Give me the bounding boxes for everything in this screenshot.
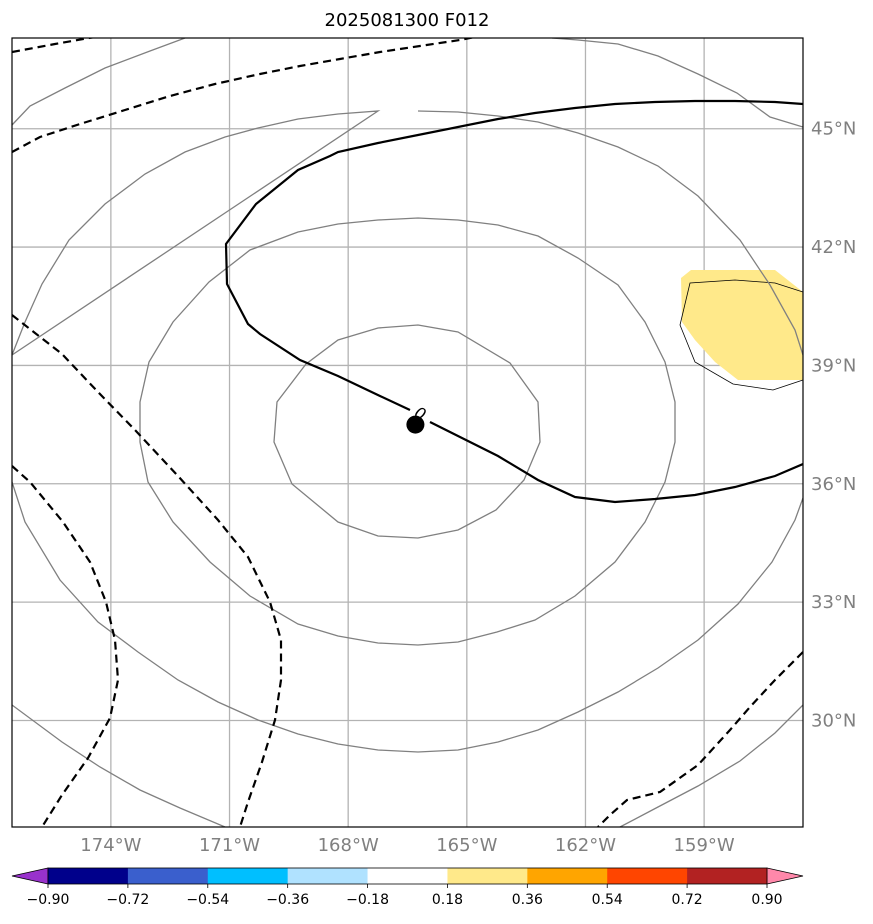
dashed-contour bbox=[12, 38, 96, 54]
colorbar-segment bbox=[48, 868, 129, 884]
colorbar-tick-label: 0.90 bbox=[751, 892, 782, 908]
dashed-contours bbox=[12, 38, 803, 827]
lon-tick-label: 174°W bbox=[80, 835, 141, 856]
lon-tick-label: 171°W bbox=[199, 835, 260, 856]
dashed-contour bbox=[12, 465, 120, 827]
lon-tick-label: 165°W bbox=[436, 835, 497, 856]
map-background bbox=[12, 38, 803, 827]
lat-tick-label: 42°N bbox=[811, 237, 856, 258]
colorbar-tick-label: −0.18 bbox=[346, 892, 389, 908]
colorbar-segment bbox=[607, 868, 688, 884]
colorbar-segment bbox=[527, 868, 608, 884]
gray-contour bbox=[273, 324, 541, 539]
center-marker bbox=[406, 415, 425, 434]
colorbar-tick-label: −0.72 bbox=[106, 892, 149, 908]
lat-tick-label: 36°N bbox=[811, 474, 856, 495]
colorbar-segment bbox=[287, 868, 369, 884]
map-frame bbox=[11, 37, 804, 828]
colorbar-segment bbox=[447, 868, 528, 884]
gridlines bbox=[12, 38, 803, 827]
lon-tick-label: 159°W bbox=[674, 835, 735, 856]
colorbar-segment bbox=[367, 868, 448, 884]
colorbar-tick-label: 0.54 bbox=[592, 892, 623, 908]
colorbar-segment bbox=[207, 868, 289, 884]
colorbar-tick-label: −0.90 bbox=[27, 892, 70, 908]
lon-labels: 174°W 171°W 168°W 165°W 162°W 159°W bbox=[80, 835, 735, 856]
colorbar: −0.90 −0.72 −0.54 −0.36 −0.18 0.18 0.36 0.54 0.7… bbox=[11, 867, 804, 908]
colorbar-frame bbox=[47, 867, 768, 885]
dashed-contour bbox=[12, 314, 283, 827]
map-area: 0 bbox=[12, 38, 803, 827]
colorbar-extend-min bbox=[11, 867, 49, 885]
dashed-contour bbox=[597, 651, 803, 827]
lat-tick-label: 33°N bbox=[811, 592, 856, 613]
colorbar-tick-label: 0.72 bbox=[672, 892, 703, 908]
colorbar-segment bbox=[127, 868, 209, 884]
colorbar-tick-label: −0.36 bbox=[266, 892, 309, 908]
thin-contour bbox=[679, 279, 803, 391]
chart-title: 2025081300 F012 bbox=[325, 10, 490, 31]
gray-contour bbox=[139, 217, 676, 646]
dashed-contour bbox=[12, 38, 476, 153]
colorbar-segment bbox=[687, 868, 768, 884]
colorbar-extend-max bbox=[766, 867, 804, 885]
gray-contours bbox=[12, 38, 803, 827]
colorbar-tick-label: 0.18 bbox=[432, 892, 463, 908]
lat-tick-label: 39°N bbox=[811, 355, 856, 376]
gray-contour bbox=[12, 38, 803, 827]
lat-labels: 45°N 42°N 39°N 36°N 33°N 30°N bbox=[811, 119, 856, 732]
lon-tick-label: 162°W bbox=[555, 835, 616, 856]
lat-tick-label: 45°N bbox=[811, 119, 856, 140]
gray-contour bbox=[12, 110, 803, 753]
lon-tick-label: 168°W bbox=[318, 835, 379, 856]
colorbar-tick-label: 0.36 bbox=[512, 892, 543, 908]
shaded-region bbox=[681, 270, 803, 380]
zero-contour bbox=[224, 99, 803, 504]
colorbar-tick-label: −0.54 bbox=[186, 892, 229, 908]
lat-tick-label: 30°N bbox=[811, 710, 856, 731]
